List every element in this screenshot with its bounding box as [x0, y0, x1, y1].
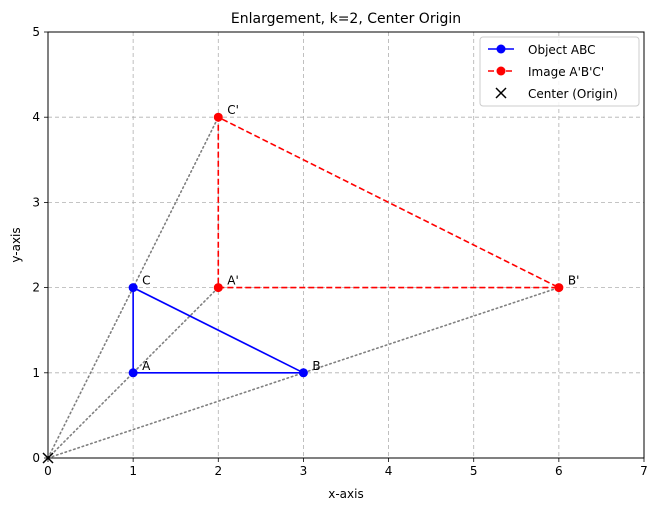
legend-center-x-icon	[495, 87, 507, 99]
legend-image-label: Image A'B'C'	[528, 65, 604, 79]
chart-title: Enlargement, k=2, Center Origin	[231, 11, 461, 27]
y-tick-label: 5	[32, 25, 40, 39]
x-tick-label: 1	[129, 464, 137, 478]
data-point	[298, 368, 308, 378]
x-tick-label: 7	[640, 464, 648, 478]
projection-rays	[42, 116, 560, 464]
x-tick-label: 3	[300, 464, 308, 478]
legend-box	[479, 36, 640, 107]
y-tick-label: 4	[32, 110, 40, 124]
point-label: B'	[568, 274, 580, 288]
series-line	[217, 115, 560, 289]
series-image-abc-prime: A' B' C'	[213, 103, 580, 293]
x-axis-label: x-axis	[328, 487, 363, 501]
series-object-abc: A B C	[128, 274, 321, 378]
y-tick-label: 1	[32, 366, 40, 380]
point-label: B	[312, 359, 320, 373]
legend-image-marker	[496, 66, 506, 76]
x-tick-label: 0	[44, 464, 52, 478]
legend-object-label: Object ABC	[528, 43, 596, 57]
data-point	[213, 112, 223, 122]
series-line	[132, 286, 304, 374]
y-tick-label: 0	[32, 451, 40, 465]
data-point	[128, 368, 138, 378]
data-point	[213, 283, 223, 293]
y-tick-label: 3	[32, 195, 40, 209]
legend-center-label: Center (Origin)	[528, 87, 618, 101]
point-label: C'	[227, 103, 239, 117]
legend-object-marker	[496, 44, 506, 54]
y-tick-label: 2	[32, 281, 40, 295]
data-point	[128, 283, 138, 293]
x-tick-label: 2	[214, 464, 222, 478]
point-label: A	[142, 359, 151, 373]
series-layer: A B C A' B' C'	[128, 103, 580, 378]
y-axis-label: y-axis	[9, 227, 23, 262]
point-label: C	[142, 274, 150, 288]
x-tick-label: 5	[470, 464, 478, 478]
data-point	[554, 283, 564, 293]
x-tick-label: 6	[555, 464, 563, 478]
legend: Object ABC Image A'B'C' Center (Origin)	[479, 36, 640, 107]
plot-frame	[47, 31, 645, 459]
axis-ticks: 0 1 2 3 4 5 6 7 0 1 2 3 4 5	[32, 25, 647, 478]
point-label: A'	[227, 274, 239, 288]
x-tick-label: 4	[385, 464, 393, 478]
projection-ray	[47, 286, 220, 459]
